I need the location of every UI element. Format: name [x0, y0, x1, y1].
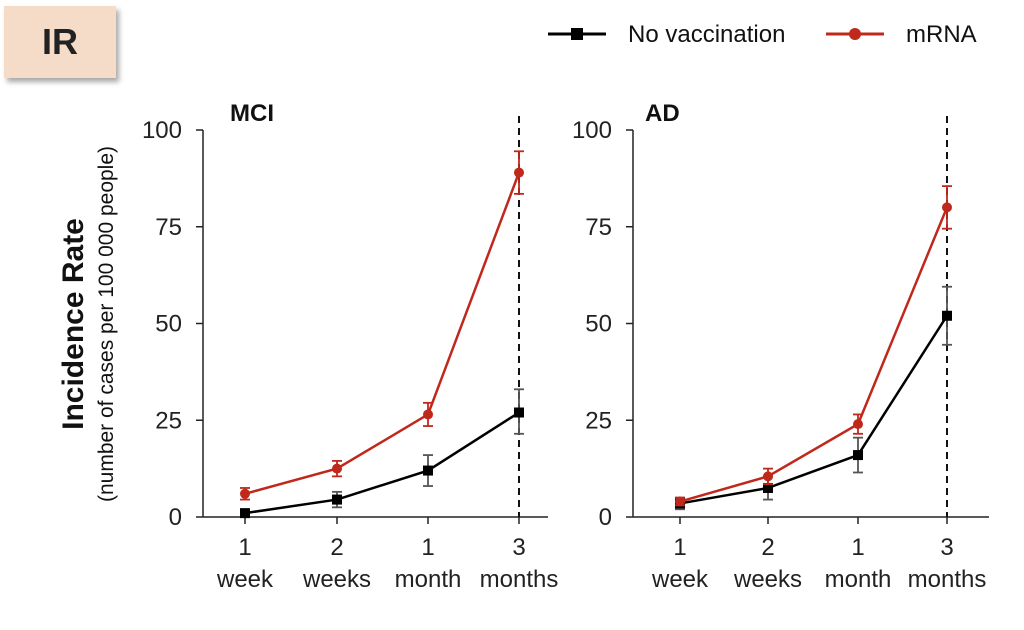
panel-title: MCI — [230, 100, 274, 127]
data-point-circle — [423, 409, 433, 420]
y-tick-label: 25 — [155, 407, 182, 434]
data-point-circle — [240, 488, 250, 499]
y-tick-label: 75 — [585, 214, 612, 241]
x-tick-label-line1: 1 — [421, 534, 434, 561]
y-tick-label: 100 — [142, 117, 182, 144]
data-point-square — [332, 494, 342, 505]
x-tick-label-line2: weeks — [733, 566, 802, 593]
legend-label: mRNA — [906, 21, 977, 48]
data-point-circle — [942, 202, 952, 213]
x-tick-label-line2: week — [651, 566, 709, 593]
y-tick-label: 0 — [599, 504, 612, 531]
panel-title: AD — [645, 100, 680, 127]
data-point-square — [763, 482, 773, 493]
data-point-circle — [763, 471, 773, 482]
chart-panel-ad: 0 25 50 75 100 1 week 2 weeks 1 month 3 months AD — [572, 100, 989, 593]
data-point-square — [240, 508, 250, 519]
series-line-0 — [244, 411, 520, 515]
x-tick-label-line2: months — [480, 566, 559, 593]
y-tick-label: 50 — [585, 311, 612, 338]
legend-marker-square — [571, 28, 583, 40]
x-tick-label-line1: 2 — [761, 534, 774, 561]
x-tick-label-line2: month — [395, 566, 462, 593]
x-tick-label-line2: months — [908, 566, 987, 593]
data-point-circle — [853, 419, 863, 430]
y-tick-label: 100 — [572, 117, 612, 144]
series-line-1 — [244, 172, 521, 495]
y-axis-label: Incidence Rate (number of cases per 100 0… — [57, 146, 118, 502]
y-axis-subtitle: (number of cases per 100 000 people) — [95, 146, 118, 502]
x-tick-label-line1: 1 — [851, 534, 864, 561]
x-tick-label-line2: weeks — [302, 566, 371, 593]
data-point-square — [514, 407, 524, 418]
x-tick-label-line1: 1 — [238, 534, 251, 561]
x-tick-label-line1: 3 — [940, 534, 953, 561]
series-line-0 — [679, 315, 949, 505]
data-point-circle — [675, 496, 685, 507]
data-point-circle — [514, 167, 524, 178]
legend-marker-circle — [849, 28, 861, 40]
y-tick-label: 0 — [169, 504, 182, 531]
series-line-1 — [679, 206, 949, 503]
chart-panel-mci: 0 25 50 75 100 1 week 2 weeks 1 month 3 months MCI Inc… — [57, 100, 558, 593]
y-axis-title: Incidence Rate — [57, 218, 90, 430]
x-tick-label-line1: 2 — [330, 534, 343, 561]
legend-label: No vaccination — [628, 21, 785, 48]
x-tick-label-line2: month — [825, 566, 892, 593]
x-tick-label-line1: 1 — [673, 534, 686, 561]
data-point-square — [853, 450, 863, 461]
legend: No vaccination mRNA — [548, 21, 977, 48]
x-tick-label-line2: week — [216, 566, 274, 593]
data-point-square — [942, 310, 952, 321]
y-tick-label: 75 — [155, 214, 182, 241]
ir-badge: IR — [4, 6, 116, 78]
data-point-circle — [332, 463, 342, 474]
y-tick-label: 25 — [585, 407, 612, 434]
data-point-square — [423, 465, 433, 476]
y-tick-label: 50 — [155, 311, 182, 338]
x-tick-label-line1: 3 — [512, 534, 525, 561]
